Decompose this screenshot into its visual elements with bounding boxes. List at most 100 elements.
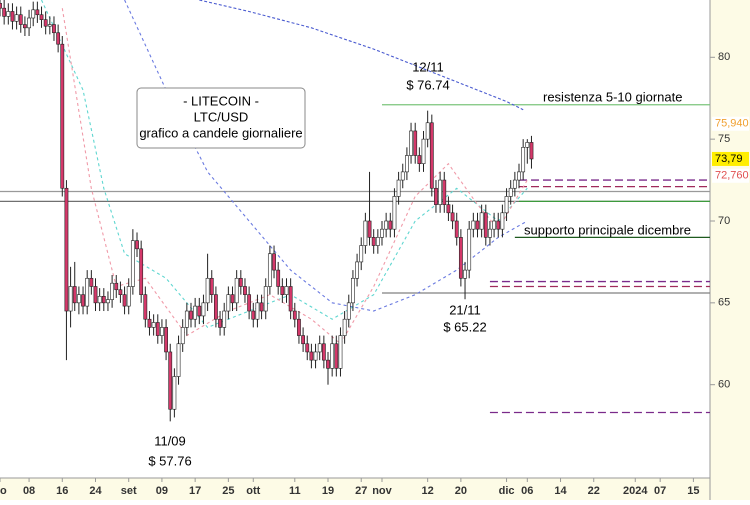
- candle-body: [160, 327, 164, 336]
- candle-body: [126, 286, 131, 307]
- candle-body: [230, 294, 235, 304]
- candle-body: [529, 142, 534, 160]
- candle-body: [101, 295, 106, 304]
- candle-body: [197, 305, 202, 317]
- candle-body: [263, 286, 268, 312]
- candle-body: [334, 343, 339, 369]
- x-axis-band: [0, 478, 710, 500]
- x-tick-label: dic: [499, 485, 515, 497]
- moving-average: [199, 0, 524, 111]
- candle-body: [292, 310, 297, 320]
- candle-body: [172, 376, 177, 410]
- x-tick-label: 06: [521, 485, 533, 497]
- candle-body: [222, 310, 227, 328]
- candle-body: [479, 212, 484, 230]
- y-tick-label: 60: [718, 379, 730, 391]
- annotation: 21/11: [449, 302, 481, 317]
- candle-body: [68, 286, 73, 312]
- candle-body: [458, 237, 463, 279]
- candle-body: [251, 310, 256, 320]
- candle-body: [467, 228, 472, 271]
- candle-body: [483, 212, 488, 238]
- candle-body: [226, 294, 231, 312]
- candle-body: [425, 122, 430, 140]
- x-tick-label: go: [0, 485, 7, 497]
- annotation: $ 76.74: [406, 77, 449, 92]
- candle-body: [64, 187, 69, 312]
- level-label: supporto principale dicembre: [524, 222, 691, 237]
- candle-body: [280, 286, 285, 295]
- candle-body: [371, 237, 376, 246]
- candle-body: [305, 343, 310, 353]
- x-tick-label: 15: [687, 485, 699, 497]
- candle-body: [176, 343, 181, 377]
- x-tick-label: 17: [189, 485, 201, 497]
- candle-body: [330, 343, 335, 369]
- candle-body: [288, 286, 293, 312]
- candle-body: [76, 294, 81, 304]
- candle-body: [301, 335, 305, 345]
- candle-body: [413, 130, 418, 156]
- candle-body: [276, 269, 281, 287]
- candle-body: [496, 220, 501, 230]
- candle-body: [205, 277, 210, 304]
- price-label: 73,79: [715, 153, 743, 165]
- y-tick-label: 80: [718, 51, 730, 63]
- price-label-bg: [712, 151, 749, 166]
- candle-body: [193, 305, 198, 320]
- price-label: 72,760: [715, 170, 749, 182]
- x-tick-label: 22: [588, 485, 600, 497]
- info-line: LTC/USD: [194, 109, 249, 124]
- info-line: grafico a candele giornaliere: [139, 125, 302, 140]
- candle-body: [429, 122, 434, 189]
- candle-body: [247, 294, 252, 312]
- candle-body: [18, 14, 23, 25]
- candle-body: [346, 302, 351, 320]
- candle-body: [351, 277, 355, 304]
- candle-body: [500, 212, 505, 230]
- candle-body: [110, 282, 115, 300]
- candle-body: [421, 138, 426, 164]
- candle-body: [475, 220, 480, 230]
- candle-body: [97, 295, 102, 304]
- candle-body: [14, 14, 19, 22]
- annotation: 11/09: [154, 433, 186, 448]
- x-tick-label: 16: [56, 485, 68, 497]
- candle-body: [338, 335, 343, 369]
- candle-body: [135, 240, 139, 250]
- plot-content: [0, 0, 710, 422]
- price-label-bg: [712, 116, 749, 131]
- candle-body: [168, 351, 173, 410]
- x-tick-label: 09: [156, 485, 168, 497]
- candle-body: [409, 130, 413, 156]
- candle-body: [6, 11, 11, 17]
- candle-body: [184, 310, 189, 328]
- candle-body: [521, 147, 526, 173]
- candle-body: [35, 9, 40, 16]
- candle-body: [106, 299, 110, 304]
- candle-body: [272, 253, 276, 271]
- candle-body: [31, 9, 36, 19]
- x-tick-label: 07: [654, 485, 666, 497]
- x-tick-label: 2024: [623, 485, 648, 497]
- candle-body: [284, 286, 289, 295]
- candle-body: [243, 286, 247, 295]
- candle-body: [56, 32, 61, 45]
- candle-body: [375, 237, 380, 246]
- candle-body: [139, 248, 144, 295]
- candle-body: [118, 289, 123, 295]
- candle-body: [313, 351, 318, 361]
- x-tick-label: 14: [554, 485, 567, 497]
- candle-body: [488, 228, 492, 238]
- level-label: resistenza 5-10 giornate: [543, 89, 682, 104]
- candle-body: [0, 2, 2, 9]
- candle-body: [218, 318, 222, 328]
- candle-body: [267, 253, 272, 287]
- candle-body: [405, 155, 409, 173]
- candle-body: [151, 322, 156, 328]
- x-tick-label: nov: [372, 485, 392, 497]
- candle-body: [321, 343, 326, 361]
- candle-body: [434, 187, 438, 205]
- candle-body: [359, 245, 364, 263]
- candle-body: [471, 220, 476, 230]
